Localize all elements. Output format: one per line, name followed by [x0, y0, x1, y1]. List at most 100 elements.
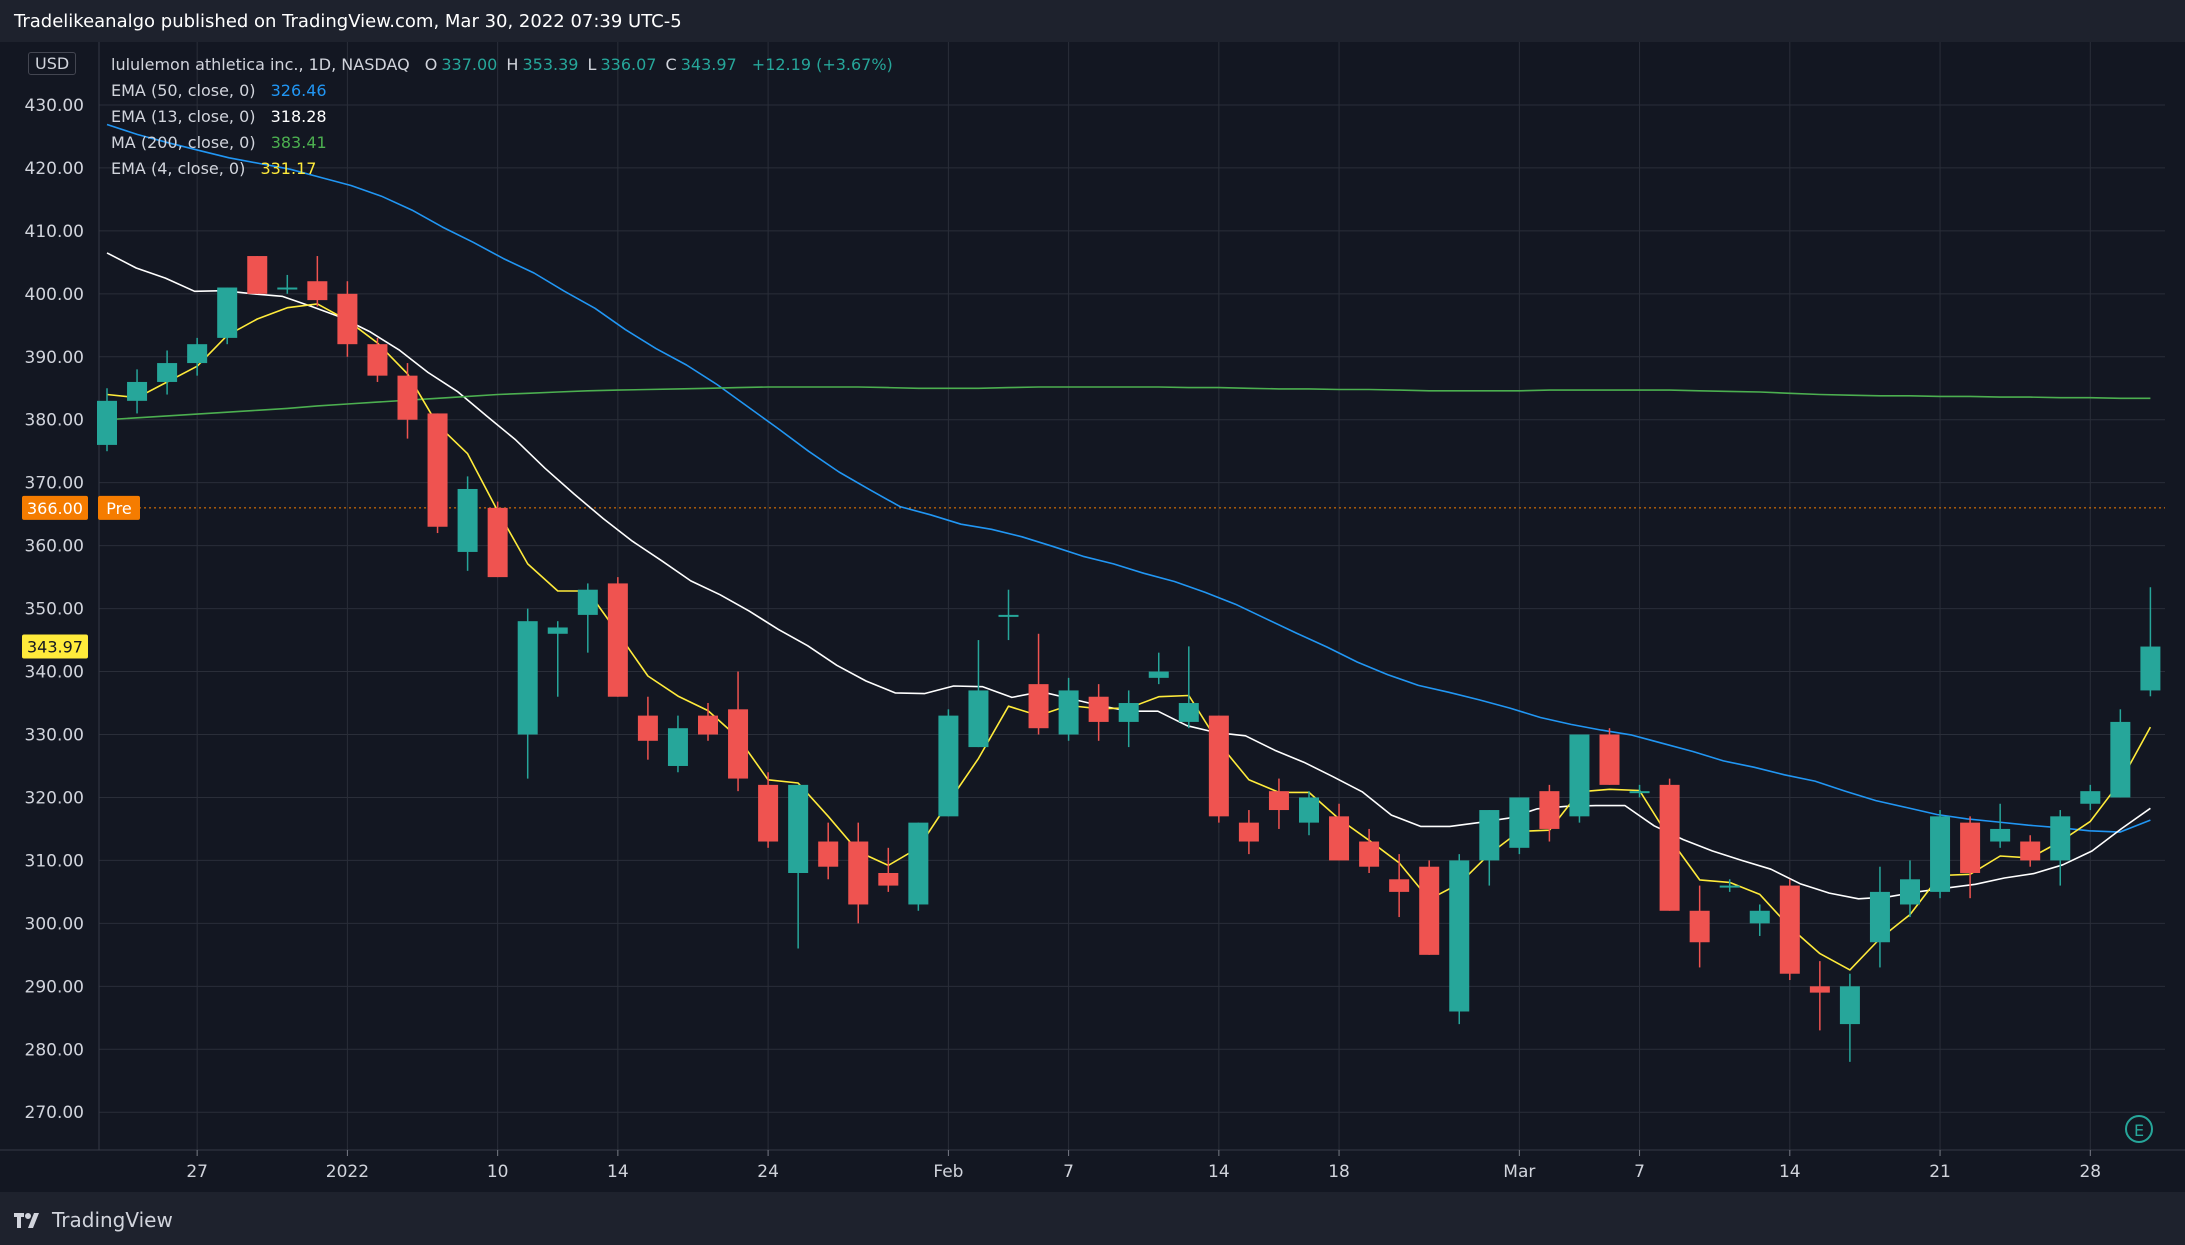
price-label: 366.00 Pre — [22, 495, 140, 520]
candle — [1960, 816, 1981, 899]
candle-body — [1779, 885, 1800, 974]
indicator-line — [106, 123, 2151, 833]
candle — [998, 589, 1019, 641]
candle — [908, 822, 929, 911]
candle-body — [157, 363, 178, 382]
candle — [788, 784, 809, 949]
candle — [187, 337, 208, 376]
candle — [1178, 646, 1199, 729]
candle-body — [397, 375, 418, 420]
tradingview-logo[interactable]: TradingView — [14, 1208, 173, 1232]
candle — [1148, 652, 1169, 685]
candle — [1359, 828, 1380, 873]
candle — [1268, 778, 1289, 829]
candle-body — [1509, 797, 1530, 848]
x-tick-label: 21 — [1929, 1162, 1951, 1182]
candle — [1479, 810, 1500, 886]
candle-body — [1869, 891, 1890, 943]
chart-background — [0, 42, 2185, 1192]
candle-body — [1118, 703, 1139, 722]
candle-body — [1268, 791, 1289, 811]
candle-body — [1148, 671, 1169, 678]
x-axis: 27 2022 10 14 24 Feb 7 14 18 Mar 7 14 21 28 — [0, 1149, 2185, 1182]
candle-body — [2050, 816, 2071, 861]
candle-body — [1749, 910, 1770, 924]
price-label-box — [22, 495, 88, 520]
price-chart[interactable]: 270.00 280.00 290.00 300.00 310.00 320.00 330.… — [0, 42, 2185, 1192]
grid — [99, 42, 2165, 1150]
candle — [277, 274, 298, 294]
candle-body — [938, 715, 959, 817]
y-tick-label: 350.00 — [25, 600, 84, 620]
currency-button[interactable]: USD — [28, 52, 77, 75]
candle-body — [607, 583, 628, 697]
y-tick-label: 270.00 — [25, 1103, 84, 1123]
bottom-bar — [0, 1192, 2185, 1245]
x-tick-label: 2022 — [326, 1162, 369, 1182]
y-tick-label: 280.00 — [25, 1040, 84, 1060]
candle-body — [998, 614, 1019, 617]
candle-body — [97, 400, 117, 445]
candle-body — [2080, 791, 2101, 804]
tradingview-logo-icon — [14, 1213, 39, 1228]
candle — [1689, 885, 1710, 968]
candle-body — [1569, 734, 1590, 817]
candle — [2050, 810, 2071, 886]
premarket-tag: Pre — [106, 499, 131, 518]
candle-body — [1419, 866, 1440, 955]
candle — [1569, 734, 1590, 823]
candle — [698, 703, 718, 741]
candle — [1779, 879, 1800, 981]
candle-body — [1359, 841, 1380, 867]
low-label: L — [587, 55, 597, 74]
candle-body — [878, 873, 899, 886]
candle-body — [848, 841, 869, 905]
x-tick-label: 14 — [1208, 1162, 1230, 1182]
indicator-label: EMA (13, close, 0) — [111, 107, 256, 126]
indicator-row-ema4[interactable]: EMA (4, close, 0) 331.17 — [111, 156, 897, 182]
candle — [1389, 854, 1410, 918]
candle-body — [277, 287, 298, 290]
candle — [1869, 866, 1890, 968]
candle-body — [1178, 703, 1199, 722]
candle-body — [1088, 696, 1109, 722]
candle — [878, 847, 899, 892]
x-tick-label: 7 — [1634, 1162, 1645, 1182]
candle-body — [1028, 684, 1049, 729]
y-tick-label: 430.00 — [25, 96, 84, 116]
y-tick-label: 420.00 — [25, 159, 84, 179]
candle — [607, 577, 628, 697]
candle — [1629, 784, 1650, 798]
published-info: Tradelikeanalgo published on TradingView… — [14, 11, 682, 32]
candle — [1990, 803, 2011, 848]
indicator-line — [106, 386, 2151, 421]
candle — [1449, 854, 1470, 1025]
indicator-value: 383.41 — [270, 133, 327, 152]
indicator-row-ema50[interactable]: EMA (50, close, 0) 326.46 — [111, 78, 897, 104]
y-tick-label: 390.00 — [25, 348, 84, 368]
candle — [2140, 587, 2161, 697]
candle-body — [728, 709, 749, 779]
candle — [157, 350, 178, 395]
candle — [1749, 904, 1770, 936]
y-tick-label: 310.00 — [25, 851, 84, 871]
candle-body — [307, 281, 328, 301]
candle-body — [517, 621, 538, 735]
candle — [547, 621, 568, 697]
candle — [1509, 797, 1530, 855]
candle-body — [337, 293, 358, 345]
candle — [1238, 810, 1259, 855]
candle-body — [1238, 822, 1259, 842]
indicator-row-ma200[interactable]: MA (200, close, 0) 383.41 — [111, 130, 897, 156]
x-tick-label: 28 — [2079, 1162, 2101, 1182]
candle-body — [367, 344, 388, 376]
x-tick-label: Mar — [1503, 1162, 1535, 1182]
y-tick-label: 360.00 — [25, 537, 84, 557]
x-tick-label: 27 — [186, 1162, 208, 1182]
earnings-marker-icon[interactable]: E — [2125, 1115, 2153, 1143]
y-tick-label: 300.00 — [25, 914, 84, 934]
candle-body — [1719, 885, 1740, 888]
candle — [2020, 835, 2041, 867]
indicator-row-ema13[interactable]: EMA (13, close, 0) 318.28 — [111, 104, 897, 130]
candle-body — [1930, 816, 1951, 892]
